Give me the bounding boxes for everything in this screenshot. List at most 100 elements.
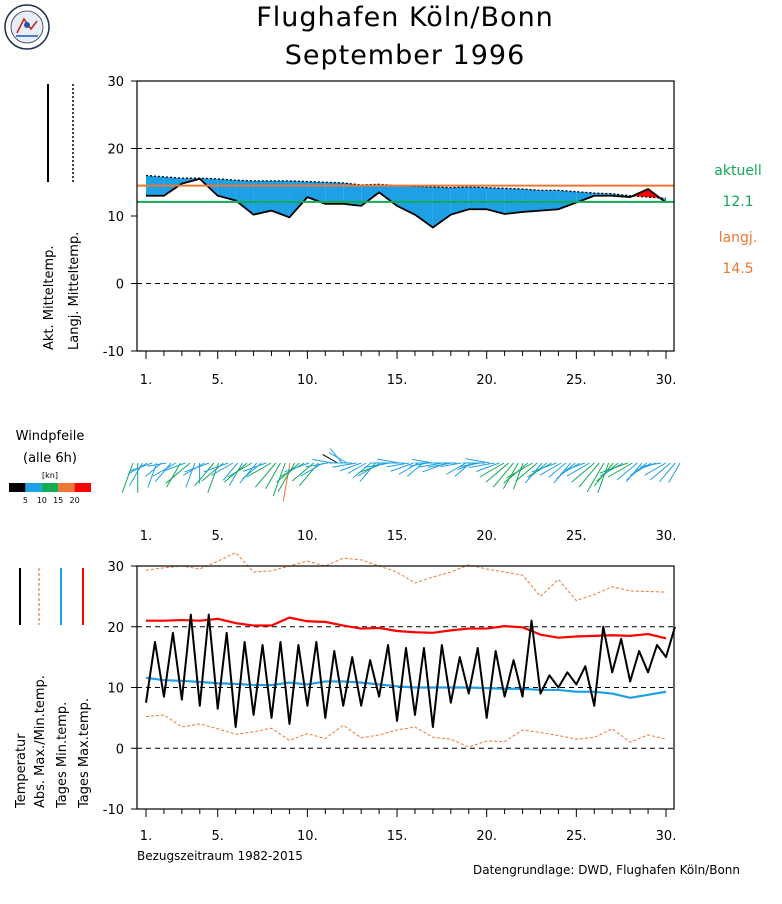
wind-arrow	[163, 462, 186, 472]
below-normal-segment	[576, 191, 595, 203]
x-tick-label: 1.	[140, 373, 152, 388]
wind-arrow	[322, 453, 338, 464]
scale-color-swatch	[9, 483, 26, 492]
wind-arrow	[128, 462, 153, 472]
wind-arrow	[459, 462, 481, 468]
wind-arrow	[446, 462, 467, 475]
temperature-line	[145, 613, 676, 728]
top-chart-grid	[137, 148, 674, 284]
wind-arrow	[440, 462, 462, 468]
below-normal-segment	[379, 184, 398, 206]
wind-arrow	[246, 462, 272, 478]
x-tick-label: 30.	[656, 373, 677, 388]
wind-arrow	[279, 462, 305, 478]
x-tick-label: 25.	[566, 373, 587, 388]
daily-temperature-chart: -10 0 10 20 30 1. 5. 10. 15. 20. 25. 30. Temperatu…	[14, 552, 676, 844]
wind-arrow	[548, 462, 567, 478]
y-tick-label: -10	[103, 803, 124, 818]
wind-arrow	[515, 462, 538, 482]
mean-temperature-chart: -10 0 10 20 30 1. 5. 10. 15. 20. 25. 30. Akt. Mitt…	[42, 75, 762, 388]
wind-arrow	[239, 462, 258, 484]
below-normal-segment	[558, 190, 577, 210]
x-tick-label: 5.	[212, 373, 224, 388]
y-tick-label: 20	[107, 143, 124, 158]
x-tick-label: 1.	[140, 829, 152, 844]
x-tick-label: 1.	[140, 529, 152, 544]
wind-arrow	[277, 462, 296, 493]
scale-color-swatch	[25, 483, 42, 492]
wind-arrow	[597, 462, 610, 493]
wind-arrow	[228, 462, 243, 486]
abs-max-line	[145, 552, 667, 602]
wind-arrow	[427, 462, 452, 468]
bottom-chart-series	[145, 552, 676, 748]
wind-arrow	[616, 462, 638, 481]
y-tick-label: 10	[107, 682, 124, 697]
x-tick-label: 25.	[566, 529, 587, 544]
daily-max-line	[146, 616, 667, 640]
x-tick-label: 20.	[476, 829, 497, 844]
scale-tick-label: 20	[70, 496, 80, 505]
wind-arrow	[227, 462, 253, 478]
wind-arrow	[390, 462, 414, 472]
wind-arrow	[152, 462, 177, 477]
scale-color-swatch	[41, 483, 59, 492]
top-y-ticks: -10 0 10 20 30	[103, 75, 137, 360]
wind-arrow	[282, 462, 291, 502]
weather-station-seal-icon	[4, 4, 50, 50]
below-normal-segment	[486, 187, 505, 214]
legend-current-label: aktuell	[714, 163, 761, 179]
bottom-ylabel-daily-max: Tages Max.temp.	[77, 698, 92, 809]
scale-tick-label: 15	[53, 496, 63, 505]
y-tick-label: 10	[107, 210, 124, 225]
wind-arrow	[465, 458, 490, 464]
wind-arrow	[565, 462, 586, 471]
wind-arrow	[328, 452, 348, 464]
wind-arrow	[406, 462, 424, 477]
wind-arrow	[409, 462, 428, 467]
wind-arrow	[347, 462, 367, 474]
wind-arrow	[339, 462, 362, 472]
top-x-ticks: 1. 5. 10. 15. 20. 25. 30.	[140, 351, 677, 388]
wind-arrow	[418, 462, 443, 468]
x-tick-label: 15.	[387, 529, 408, 544]
wind-arrow	[222, 462, 239, 481]
wind-arrow	[284, 462, 310, 473]
legend-longterm-label: langj.	[719, 230, 758, 246]
page-title-line1: Flughafen Köln/Bonn	[256, 2, 554, 33]
wind-arrow	[640, 462, 662, 468]
wind-arrow	[485, 462, 510, 483]
top-ylabel-current: Akt. Mitteltemp.	[42, 245, 57, 350]
scale-tick-label: 10	[37, 496, 47, 505]
legend-longterm-value: 14.5	[722, 261, 753, 277]
wind-arrow	[121, 462, 134, 493]
wind-arrow	[659, 462, 676, 483]
wind-arrow	[479, 462, 505, 478]
bottom-ylabel-daily-min: Tages Min.temp.	[55, 702, 70, 809]
wind-arrow	[377, 458, 400, 464]
below-normal-segment	[361, 184, 380, 206]
x-tick-label: 30.	[656, 529, 677, 544]
wind-arrow	[527, 462, 552, 478]
wind-arrow	[531, 462, 557, 473]
below-normal-segment	[468, 186, 487, 210]
wind-arrow	[650, 462, 671, 481]
wind-subtitle: (alle 6h)	[23, 451, 77, 466]
wind-arrow	[166, 462, 181, 488]
reference-period: Bezugszeitraum 1982-2015	[137, 849, 303, 863]
wind-arrow	[412, 458, 433, 464]
x-tick-label: 5.	[212, 829, 224, 844]
y-tick-label: 0	[116, 278, 124, 293]
x-tick-label: 10.	[297, 373, 318, 388]
wind-arrow	[566, 462, 590, 477]
scale-color-swatch	[74, 483, 91, 492]
wind-arrow	[332, 462, 357, 468]
y-tick-label: 0	[116, 742, 124, 757]
below-normal-segment	[253, 180, 272, 215]
legend-current-value: 12.1	[722, 194, 753, 210]
wind-arrow	[539, 462, 562, 476]
wind-arrow	[599, 462, 628, 474]
scale-tick-label: 5	[23, 496, 28, 505]
wind-arrow	[644, 462, 666, 476]
below-normal-segment	[343, 182, 362, 206]
